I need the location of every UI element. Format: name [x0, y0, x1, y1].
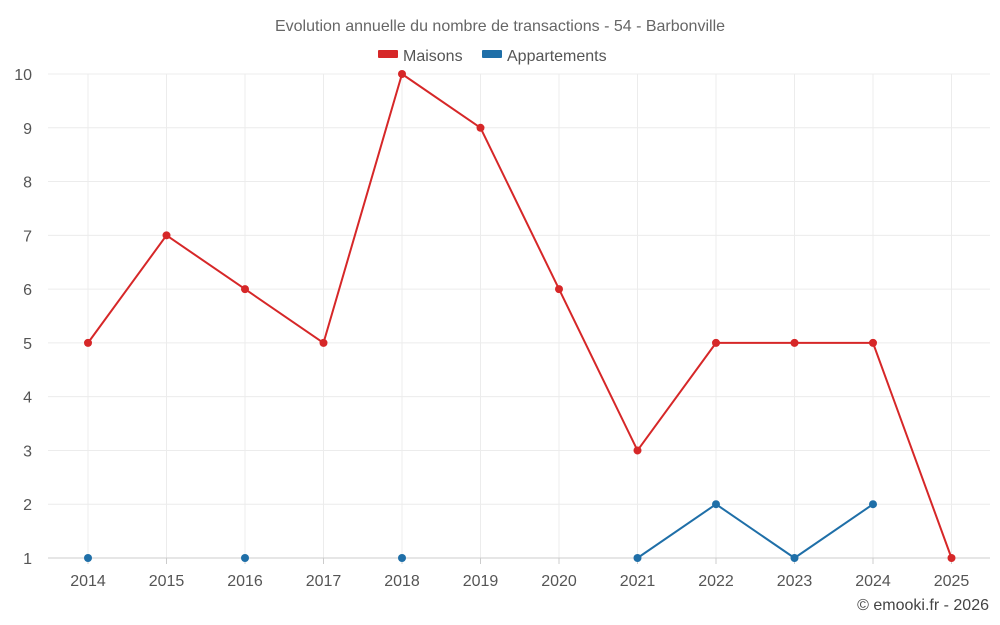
- y-axis: 1 2 3 4 5 6 7 8 9 10: [14, 67, 32, 568]
- grid: [48, 73, 990, 559]
- legend-item-appartements[interactable]: Appartements: [482, 48, 607, 65]
- x-tick-label: 2018: [384, 573, 420, 590]
- y-tick-label: 6: [23, 282, 32, 299]
- data-point[interactable]: [790, 338, 799, 347]
- x-axis: 2014 2015 2016 2017 2018 2019 2020 2021 2022 2023…: [48, 557, 990, 590]
- data-point[interactable]: [241, 554, 249, 562]
- series: [84, 70, 956, 562]
- data-point[interactable]: [84, 554, 92, 562]
- y-tick-label: 5: [23, 336, 32, 353]
- x-tick-label: 2016: [227, 573, 263, 590]
- y-tick-label: 10: [14, 67, 32, 84]
- data-point[interactable]: [162, 231, 171, 240]
- data-point[interactable]: [712, 500, 720, 509]
- legend: Maisons Appartements: [378, 48, 607, 65]
- y-tick-label: 3: [23, 443, 32, 460]
- data-point[interactable]: [555, 285, 563, 294]
- data-point[interactable]: [319, 338, 328, 347]
- legend-swatch-maisons: [378, 50, 398, 58]
- y-tick-label: 4: [23, 390, 32, 407]
- legend-swatch-appartements: [482, 50, 502, 58]
- data-point[interactable]: [869, 500, 877, 509]
- legend-label-appartements: Appartements: [507, 48, 607, 65]
- x-tick-label: 2019: [463, 573, 499, 590]
- chart-title: Evolution annuelle du nombre de transact…: [275, 18, 725, 35]
- x-tick-label: 2021: [620, 573, 656, 590]
- data-point[interactable]: [476, 123, 485, 132]
- x-tick-label: 2014: [70, 573, 106, 590]
- series-line: [87, 73, 953, 559]
- data-point[interactable]: [869, 338, 877, 347]
- data-point[interactable]: [84, 338, 92, 347]
- data-point[interactable]: [947, 554, 956, 562]
- data-point[interactable]: [712, 338, 720, 347]
- data-point[interactable]: [398, 554, 406, 562]
- x-tick-label: 2024: [855, 573, 891, 590]
- data-point[interactable]: [241, 285, 249, 294]
- x-tick-label: 2017: [306, 573, 342, 590]
- y-tick-label: 7: [23, 228, 32, 245]
- series-appartements: [84, 500, 877, 562]
- y-tick-label: 1: [23, 551, 32, 568]
- x-tick-label: 2023: [777, 573, 813, 590]
- x-tick-label: 2022: [698, 573, 734, 590]
- x-tick-label: 2015: [149, 573, 185, 590]
- legend-item-maisons[interactable]: Maisons: [378, 48, 463, 65]
- credit-text: © emooki.fr - 2026: [857, 597, 989, 614]
- series-maisons: [84, 70, 956, 562]
- data-point[interactable]: [633, 554, 642, 562]
- data-point[interactable]: [633, 446, 642, 455]
- x-tick-label: 2025: [934, 573, 970, 590]
- y-tick-label: 8: [23, 175, 32, 192]
- data-point[interactable]: [790, 554, 799, 562]
- legend-label-maisons: Maisons: [403, 48, 463, 65]
- x-tick-label: 2020: [541, 573, 577, 590]
- data-point[interactable]: [398, 70, 406, 78]
- y-tick-label: 9: [23, 121, 32, 138]
- series-line: [636, 503, 874, 559]
- y-tick-label: 2: [23, 497, 32, 514]
